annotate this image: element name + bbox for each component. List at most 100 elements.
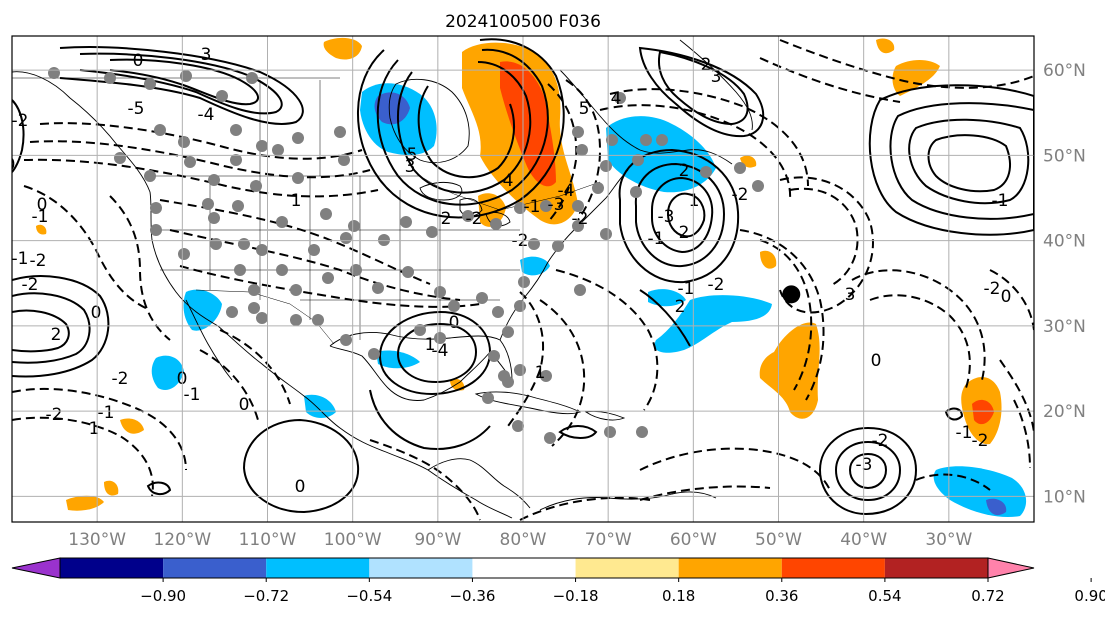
colorbar-label: 0.36	[765, 587, 798, 605]
longitude-tick-labels: 130°W 120°W 110°W 100°W 90°W 80°W 70°W 60°W 50°W…	[68, 530, 972, 550]
station-dot	[378, 234, 390, 246]
station-dot	[290, 284, 302, 296]
contour-label: 2	[441, 209, 452, 229]
contour-line-dashed	[759, 57, 901, 103]
latitude-tick-labels: 10°N 20°N 30°N 40°N 50°N 60°N	[1043, 61, 1086, 507]
contour-label: 1	[425, 335, 436, 355]
hudson-bay-outline	[388, 78, 470, 164]
contour-label-layer: 30-5-43-2504-3-4-212-20-1-1-2-1-2-2020-2…	[12, 45, 1011, 497]
contour-label: -2	[984, 279, 1001, 299]
station-dot	[514, 300, 526, 312]
station-dot	[256, 140, 268, 152]
station-dot	[488, 350, 500, 362]
contour-line-solid	[618, 148, 740, 284]
station-dot	[552, 240, 564, 252]
contour-line-solid	[59, 46, 304, 125]
station-dot	[600, 228, 612, 240]
longitude-tick-label: 110°W	[239, 530, 297, 550]
contour-line-solid	[146, 481, 172, 496]
station-dot	[232, 200, 244, 212]
contour-line-solid	[638, 46, 765, 138]
station-dot	[572, 126, 584, 138]
station-dot	[334, 126, 346, 138]
colorbar-extend-max	[987, 557, 1035, 579]
longitude-tick-label: 30°W	[925, 530, 972, 550]
contour-line-dashed	[179, 265, 481, 308]
contour-line-dashed	[29, 140, 371, 179]
contour-line-dashed	[1013, 399, 1031, 469]
contour-label: -1	[184, 385, 201, 405]
contour-label: -1	[98, 403, 115, 423]
longitude-tick-label: 40°W	[840, 530, 887, 550]
station-dot	[276, 264, 288, 276]
island-outline	[584, 411, 626, 421]
contour-label: -2	[12, 111, 29, 131]
contour-label: -2	[872, 431, 889, 451]
station-dot	[574, 284, 586, 296]
contour-line-dashed	[869, 294, 971, 389]
contour-line-dashed	[989, 269, 1034, 331]
coastline	[679, 39, 753, 131]
positive-region-orange	[892, 60, 940, 96]
station-dot	[216, 90, 228, 102]
station-dot	[234, 264, 246, 276]
station-dot	[208, 212, 220, 224]
contour-line-dashed	[519, 496, 651, 521]
station-dot	[402, 266, 414, 278]
station-dot	[368, 348, 380, 360]
contour-label: -5	[128, 99, 145, 119]
contour-line-dashed	[851, 269, 986, 381]
station-dot	[492, 306, 504, 318]
station-dot	[238, 238, 250, 250]
longitude-tick-label: 80°W	[500, 530, 547, 550]
contour-line-solid	[927, 134, 1011, 193]
negative-region-blue	[374, 92, 410, 125]
colorbar-segment	[575, 558, 679, 578]
contour-line-solid	[666, 192, 706, 238]
colorbar-outline	[59, 557, 989, 579]
contour-line-solid	[357, 38, 565, 219]
longitude-tick-label: 60°W	[670, 530, 717, 550]
station-dot	[308, 244, 320, 256]
station-dot	[230, 124, 242, 136]
contour-line-dashed	[507, 291, 544, 427]
station-dot	[350, 264, 362, 276]
contour-line-solid	[12, 309, 70, 353]
contour-label: 2	[679, 223, 690, 243]
station-dot	[434, 332, 446, 344]
contour-line-dashed	[789, 187, 859, 287]
station-dot	[104, 72, 116, 84]
station-dot	[180, 70, 192, 82]
colorbar-segment	[163, 558, 267, 578]
station-dot	[614, 92, 626, 104]
contour-label: 1	[89, 419, 100, 439]
us-mexico-border	[195, 289, 335, 345]
positive-region-orange	[104, 480, 119, 496]
negative-region-cyan	[648, 289, 686, 307]
negative-region-cyan	[151, 355, 184, 391]
colorbar-segment	[266, 558, 370, 578]
station-dot	[272, 144, 284, 156]
contour-line-dashed	[169, 229, 461, 301]
coastline	[427, 458, 531, 509]
station-dot	[208, 174, 220, 186]
contour-label: -2	[572, 209, 589, 229]
contour-line-dashed	[39, 122, 363, 160]
contour-label: 2	[675, 297, 686, 317]
contour-label: 2	[51, 325, 62, 345]
contour-line-solid	[79, 52, 283, 115]
station-dot	[512, 420, 524, 432]
station-dot	[210, 238, 222, 250]
contour-label: -1	[678, 279, 695, 299]
negative-region-cyan	[183, 289, 222, 331]
contour-label: 4	[611, 89, 622, 109]
map-frame	[11, 35, 1035, 523]
contour-label: -4	[558, 181, 575, 201]
colorbar-label: 0.90	[1074, 587, 1105, 605]
contour-label: 1	[535, 363, 546, 383]
map-panel: 30-5-43-2504-3-4-212-20-1-1-2-1-2-2020-2…	[12, 36, 1034, 522]
contour-label: 4	[503, 171, 514, 191]
contour-line-dashed	[12, 387, 187, 471]
station-dot	[636, 426, 648, 438]
contour-label: 1	[291, 191, 302, 211]
